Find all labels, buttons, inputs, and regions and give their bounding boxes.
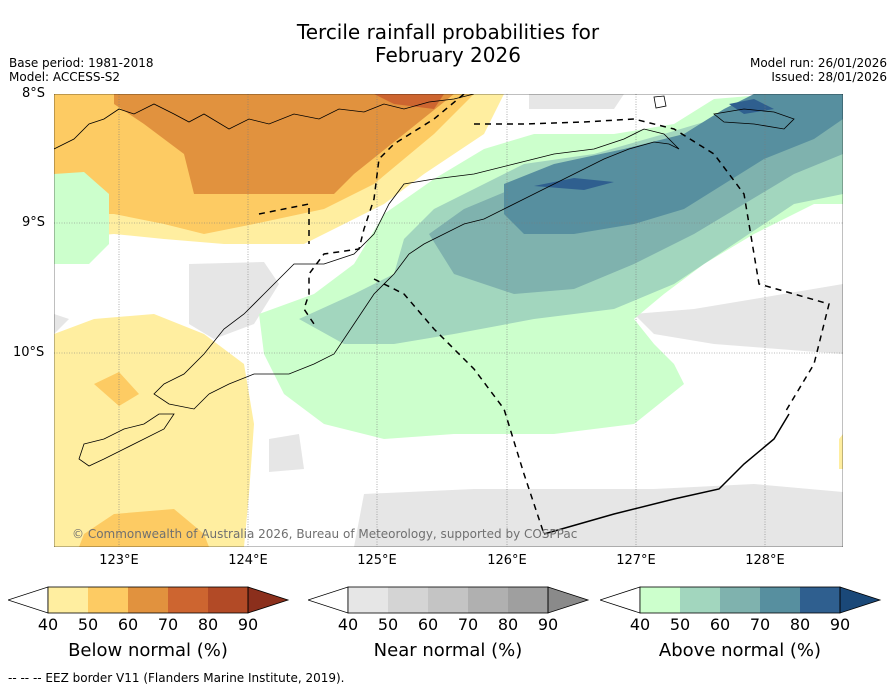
near-tick-60: 60 [417,615,439,634]
colorbar-above-swatch-4 [760,587,800,613]
colorbar-above-max-arrow [839,586,882,614]
lon-label-124e: 124°E [228,553,268,568]
above-tick-50: 50 [669,615,691,634]
above-tick-80: 80 [789,615,811,634]
near-tick-50: 50 [377,615,399,634]
colorbar-below-swatch-1 [48,587,88,613]
base-period-label: Base period: 1981-2018 [9,56,154,70]
colorbar-below-max-arrow [247,586,290,614]
lon-label-125e: 125°E [357,553,397,568]
eez-border [258,94,830,535]
above-normal-80-region [504,94,843,234]
map-title-line1: Tercile rainfall probabilities for [296,20,600,44]
model-run-label: Model run: 26/01/2026 [749,56,887,70]
above-normal-90-region [534,178,614,190]
colorbar-above-min-arrow [600,586,641,614]
below-tick-40: 40 [37,615,59,634]
graticule [54,94,843,547]
above-tick-90: 90 [829,615,851,634]
copyright-notice: © Commonwealth of Australia 2026, Bureau… [72,527,578,541]
colorbar-near-normal [308,586,590,614]
near-normal-patch-2 [634,284,843,354]
near-normal-patch-4 [354,484,843,547]
below-normal-80-region-north [374,94,444,109]
near-tick-40: 40 [337,615,359,634]
below-tick-60: 60 [117,615,139,634]
near-normal-patch-5 [529,94,624,109]
colorbar-below-normal [8,586,290,614]
colorbar-near-swatch-5 [508,587,548,613]
colorbar-near-swatch-4 [468,587,508,613]
below-normal-label: Below normal (%) [68,640,228,661]
below-normal-50-region-east-edge [839,434,843,469]
below-normal-70-region-north [114,94,454,194]
colorbar-near-swatch-2 [388,587,428,613]
above-tick-60: 60 [709,615,731,634]
colorbar-below-swatch-2 [88,587,128,613]
colorbar-above-swatch-3 [720,587,760,613]
model-label: Model: ACCESS-S2 [9,70,121,84]
colorbar-above-swatch-2 [680,587,720,613]
map-title-line2: February 2026 [375,43,521,67]
above-tick-70: 70 [749,615,771,634]
probability-map[interactable] [54,94,843,547]
colorbar-near-swatch-3 [428,587,468,613]
lon-label-123e: 123°E [99,553,139,568]
below-tick-90: 90 [237,615,259,634]
near-normal-patch-1 [189,262,279,339]
sumba-area-coastline [78,413,175,467]
issued-label: Issued: 28/01/2026 [771,70,887,84]
colorbar-below-swatch-5 [208,587,248,613]
islet-1 [653,95,667,109]
near-normal-label: Near normal (%) [373,640,523,661]
above-normal-label: Above normal (%) [658,640,822,661]
lon-label-126e: 126°E [487,553,527,568]
coastlines [54,94,795,467]
lat-label-8s: 8°S [22,86,46,101]
below-normal-50-region-south [54,314,254,547]
flores-coastline [54,94,475,150]
above-normal-50-west-edge [54,172,109,264]
below-normal-60-region-south [94,372,139,406]
below-tick-70: 70 [157,615,179,634]
near-tick-70: 70 [457,615,479,634]
near-tick-80: 80 [497,615,519,634]
timor-coastline [153,128,680,410]
above-tick-40: 40 [629,615,651,634]
below-tick-80: 80 [197,615,219,634]
lon-label-128e: 128°E [745,553,785,568]
lon-label-127e: 127°E [616,553,656,568]
colorbar-above-swatch-1 [640,587,680,613]
below-normal-60-region-southeast [79,509,209,547]
below-tick-50: 50 [77,615,99,634]
lat-label-10s: 10°S [13,345,45,360]
colorbar-below-min-arrow [8,586,49,614]
eez-border-solid [543,413,790,535]
colorbar-near-swatch-1 [348,587,388,613]
colorbar-below-swatch-4 [168,587,208,613]
colorbar-near-max-arrow [547,586,590,614]
above-normal-90-region-east [729,99,774,114]
colorbar-near-min-arrow [308,586,349,614]
near-normal-patch-6 [54,314,69,334]
near-tick-90: 90 [537,615,559,634]
near-normal-patch-3 [269,434,304,472]
colorbar-above-normal [600,586,882,614]
alor-coastline [713,108,795,130]
eez-footnote: -- -- -- EEZ border V11 (Flanders Marine… [8,671,345,685]
colorbar-below-swatch-3 [128,587,168,613]
colorbar-above-swatch-5 [800,587,840,613]
lat-label-9s: 9°S [22,215,46,230]
